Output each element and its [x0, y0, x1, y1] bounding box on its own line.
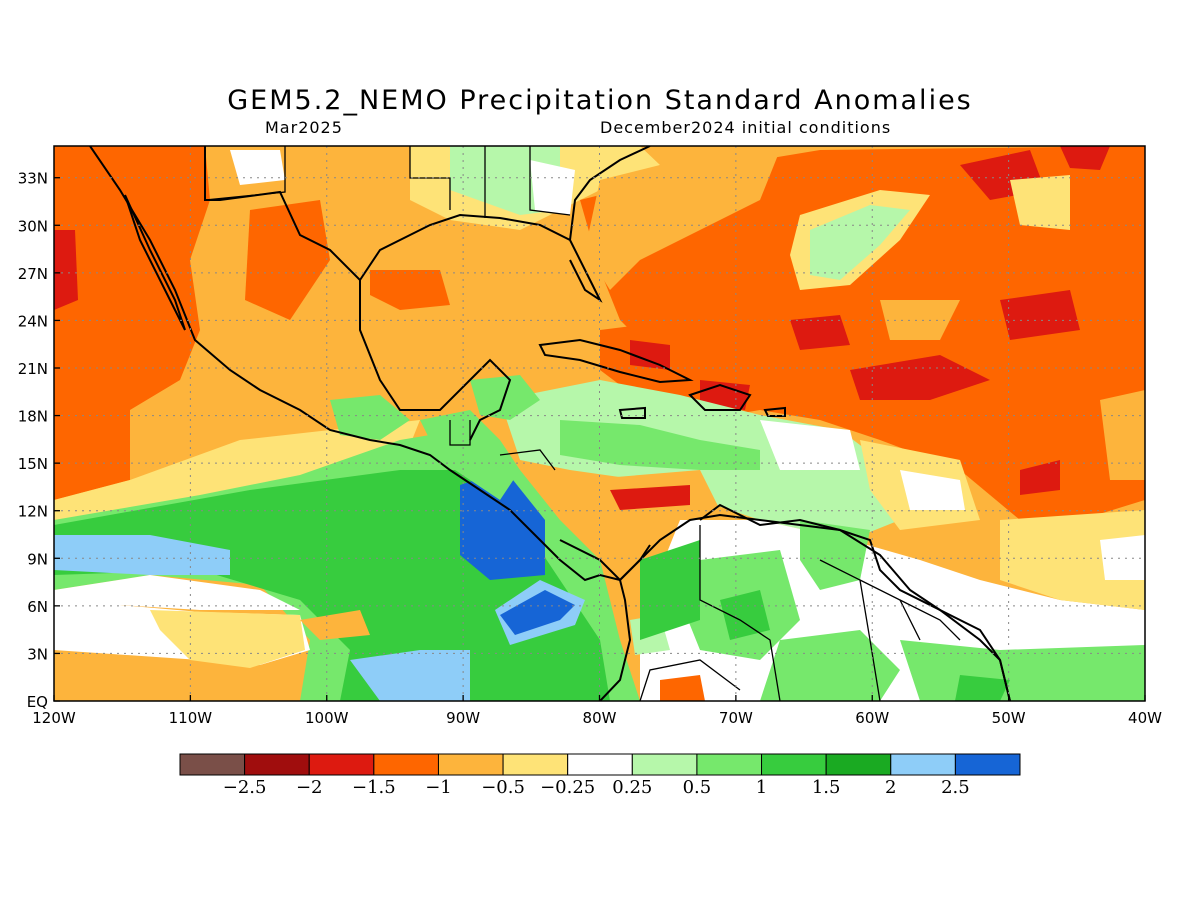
legend-label: −0.5	[481, 777, 525, 798]
x-tick-label: 40W	[1128, 709, 1162, 727]
color-legend: −2.5 −2 −1.5 −1 −0.5 −0.25 0.25 0.5 1 1.5 2 2.5	[179, 753, 1021, 798]
legend-label: −0.25	[540, 777, 595, 798]
x-tick-label: 110W	[169, 709, 213, 727]
legend-label: −1	[425, 777, 452, 798]
legend-swatch	[308, 753, 375, 776]
legend-swatch	[761, 753, 827, 776]
dry-atlantic	[580, 146, 1145, 520]
legend-label: 1.5	[812, 777, 841, 798]
neutral-strip	[54, 575, 300, 610]
legend-swatch	[954, 753, 1021, 776]
legend-label: 0.25	[612, 777, 652, 798]
dry-mexico-interior	[245, 200, 330, 320]
slight-wet-atlantic	[810, 205, 910, 280]
y-tick-label: 6N	[27, 598, 48, 616]
extreme-wet-panama	[500, 590, 575, 635]
legend-label: −1.5	[352, 777, 396, 798]
forecast-month: Mar2025	[265, 118, 343, 137]
y-axis: EQ 3N 6N 9N 12N 15N 18N 21N 24N 27N 30N 33N	[18, 170, 60, 711]
x-axis: 120W 110W 100W 90W 80W 70W 60W 50W 40W	[32, 695, 1162, 727]
puerto-rico	[763, 406, 786, 417]
legend-swatch	[244, 753, 310, 776]
legend-label: 0.5	[683, 777, 712, 798]
south-america-north-coast	[699, 503, 1011, 701]
x-tick-label: 100W	[305, 709, 349, 727]
x-tick-label: 50W	[992, 709, 1026, 727]
legend-swatch	[631, 753, 698, 776]
us-gulf-coast	[359, 213, 603, 303]
legend-swatch	[373, 753, 439, 776]
dry-andes	[660, 675, 705, 701]
legend-swatch	[502, 753, 569, 776]
colombia-pacific-coast	[599, 579, 632, 701]
legend-label: 2	[885, 777, 896, 798]
legend-label: −2.5	[223, 777, 267, 798]
grid-lines	[54, 146, 1145, 701]
very-dry-west-edge	[54, 230, 78, 310]
y-tick-label: 33N	[18, 170, 48, 188]
y-tick-label: 21N	[18, 360, 48, 378]
y-tick-label: 27N	[18, 265, 48, 283]
y-tick-label: 18N	[18, 408, 48, 426]
legend-swatch	[890, 753, 956, 776]
extreme-wet-gulf-fonseca	[460, 470, 545, 580]
borders	[204, 146, 961, 701]
slight-dry-north-atlantic-sa	[1000, 510, 1145, 610]
dry-gulf-of-mexico	[360, 235, 560, 350]
very-wet-south	[350, 650, 470, 701]
legend-swatch	[437, 753, 504, 776]
legend-swatch	[567, 753, 633, 776]
very-wet-band-west	[54, 535, 230, 575]
y-tick-label: 9N	[27, 550, 48, 568]
baja-california	[124, 194, 186, 331]
legend-label: 2.5	[941, 777, 970, 798]
x-tick-label: 70W	[719, 709, 753, 727]
slight-dry-band	[54, 420, 420, 520]
y-tick-label: EQ	[27, 693, 48, 711]
cuba	[538, 338, 694, 384]
legend-swatch	[825, 753, 892, 776]
pacific-coastline	[89, 146, 1011, 701]
y-tick-label: 24N	[18, 312, 48, 330]
very-dry-atlantic	[850, 355, 990, 400]
x-tick-label: 80W	[583, 709, 617, 727]
hispaniola	[688, 383, 752, 411]
y-tick-label: 3N	[27, 645, 48, 663]
y-tick-label: 30N	[18, 217, 48, 235]
x-tick-label: 60W	[855, 709, 889, 727]
x-tick-label: 90W	[446, 709, 480, 727]
dry-west-pacific	[54, 146, 210, 500]
wet-caribbean	[560, 420, 760, 470]
us-atlantic-coast	[569, 146, 651, 241]
x-tick-label: 120W	[32, 709, 76, 727]
legend-swatch	[696, 753, 763, 776]
figure-title: GEM5.2_NEMO Precipitation Standard Anoma…	[227, 85, 973, 116]
init-conditions: December2024 initial conditions	[600, 118, 892, 137]
legend-label: 1	[756, 777, 767, 798]
legend-swatch	[179, 753, 246, 776]
legend-label: −2	[296, 777, 323, 798]
anomaly-fields	[54, 146, 1145, 701]
wet-central-america	[420, 410, 520, 500]
y-tick-label: 12N	[18, 503, 48, 521]
y-tick-label: 15N	[18, 455, 48, 473]
